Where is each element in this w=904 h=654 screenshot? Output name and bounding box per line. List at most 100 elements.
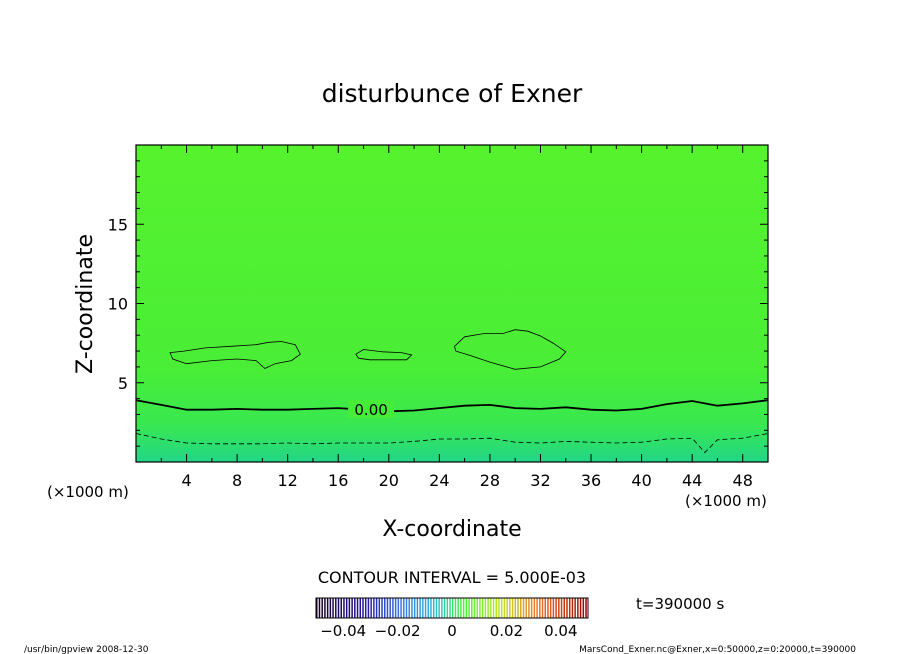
colorbar-tick-label: 0.04 — [544, 622, 577, 640]
colorbar-cell — [340, 598, 342, 618]
colorbar-cell — [579, 598, 582, 618]
colorbar-cell — [424, 598, 427, 618]
colorbar-cell — [441, 598, 443, 618]
colorbar-tick-label: −0.04 — [320, 622, 366, 640]
colorbar-cell — [351, 598, 353, 618]
colorbar-tick-labels: −0.04 −0.02 0 0.02 0.04 — [320, 622, 577, 640]
colorbar-cell — [471, 598, 473, 618]
y-tick-label: 10 — [108, 295, 128, 314]
time-label: t=390000 s — [636, 595, 724, 613]
colorbar-cell — [449, 598, 451, 618]
colorbar-cell — [432, 598, 435, 618]
colorbar-cell — [490, 598, 492, 618]
y-tick-label: 15 — [108, 215, 128, 234]
colorbar-cell — [337, 598, 340, 618]
colorbar-cell — [378, 598, 381, 618]
colorbar-cell — [332, 598, 334, 618]
colorbar-cell — [397, 598, 400, 618]
contour-label-group: 0.00 — [348, 399, 395, 419]
colorbar-cell — [394, 598, 397, 618]
colorbar-cell — [566, 598, 568, 618]
colorbar — [315, 597, 589, 619]
colorbar-cell — [403, 598, 405, 618]
x-tick-label: 12 — [278, 471, 298, 490]
colorbar-cell — [481, 598, 484, 618]
colorbar-cell — [520, 598, 522, 618]
x-tick-label: 32 — [530, 471, 550, 490]
colorbar-cell — [389, 598, 391, 618]
colorbar-cell — [511, 598, 514, 618]
colorbar-cell — [522, 598, 525, 618]
footer-right: MarsCond_Exner.nc@Exner,x=0:50000,z=0:20… — [579, 645, 856, 654]
colorbar-cell — [359, 598, 362, 618]
colorbar-cell — [400, 598, 402, 618]
colorbar-cell — [539, 598, 541, 618]
colorbar-cell — [408, 598, 410, 618]
x-axis-unit-right: (×1000 m) — [685, 492, 767, 510]
y-tick-label: 5 — [118, 374, 128, 393]
colorbar-cell — [479, 598, 481, 618]
contour-line-4 — [454, 329, 567, 370]
colorbar-cell — [457, 598, 459, 618]
colorbar-cell — [585, 598, 587, 618]
contour-interval-text: CONTOUR INTERVAL = 5.000E-03 — [318, 568, 586, 587]
colorbar-cell — [560, 598, 563, 618]
colorbar-cell — [446, 598, 449, 618]
colorbar-cell — [530, 598, 533, 618]
colorbar-cell — [381, 598, 383, 618]
colorbar-cell — [514, 598, 517, 618]
colorbar-cell — [375, 598, 378, 618]
contour-line-0 — [136, 399, 768, 413]
colorbar-cell — [416, 598, 419, 618]
contour-label: 0.00 — [354, 401, 387, 419]
colorbar-cell — [509, 598, 511, 618]
colorbar-cell — [411, 598, 413, 618]
colorbar-cell — [326, 598, 329, 618]
colorbar-cell — [574, 598, 576, 618]
colorbar-cell — [473, 598, 476, 618]
colorbar-cell — [549, 598, 552, 618]
chart-title: disturbunce of Exner — [322, 79, 583, 108]
colorbar-cell — [558, 598, 560, 618]
colorbar-cell — [324, 598, 326, 618]
colorbar-cell — [517, 598, 519, 618]
colorbar-tick-label: −0.02 — [375, 622, 421, 640]
colorbar-tick-label: 0.02 — [490, 622, 523, 640]
colorbar-cell — [506, 598, 508, 618]
colorbar-cell — [460, 598, 462, 618]
colorbar-cell — [563, 598, 566, 618]
x-tick-label: 4 — [181, 471, 191, 490]
colorbar-cell — [438, 598, 440, 618]
y-axis-label: Z-coordinate — [73, 234, 98, 374]
colorbar-cell — [335, 598, 337, 618]
colorbar-cell — [500, 598, 503, 618]
colorbar-cell — [533, 598, 536, 618]
colorbar-cell — [577, 598, 579, 618]
colorbar-cell — [373, 598, 375, 618]
contour-line-2 — [169, 341, 301, 369]
colorbar-cell — [405, 598, 408, 618]
contour-label-bg — [348, 399, 395, 418]
colorbar-cell — [582, 598, 585, 618]
colorbar-cell — [345, 598, 348, 618]
colorbar-cell — [422, 598, 424, 618]
colorbar-cell — [343, 598, 345, 618]
colorbar-cell — [329, 598, 332, 618]
colorbar-cell — [435, 598, 438, 618]
colorbar-cell — [555, 598, 557, 618]
colorbar-cell — [392, 598, 394, 618]
colorbar-cell — [413, 598, 416, 618]
x-tick-label: 44 — [682, 471, 702, 490]
colorbar-cell — [454, 598, 457, 618]
colorbar-cell — [452, 598, 454, 618]
colorbar-cell — [318, 598, 321, 618]
colorbar-cell — [362, 598, 364, 618]
x-tick-label: 20 — [379, 471, 399, 490]
colorbar-cell — [316, 598, 318, 618]
x-axis-ticks: 4 8 12 16 20 24 28 32 36 40 44 48 — [160, 145, 769, 490]
x-axis-unit-left: (×1000 m) — [47, 483, 129, 501]
colorbar-cell — [354, 598, 356, 618]
x-tick-label: 28 — [480, 471, 500, 490]
colorbar-cell — [528, 598, 530, 618]
colorbar-cell — [348, 598, 351, 618]
